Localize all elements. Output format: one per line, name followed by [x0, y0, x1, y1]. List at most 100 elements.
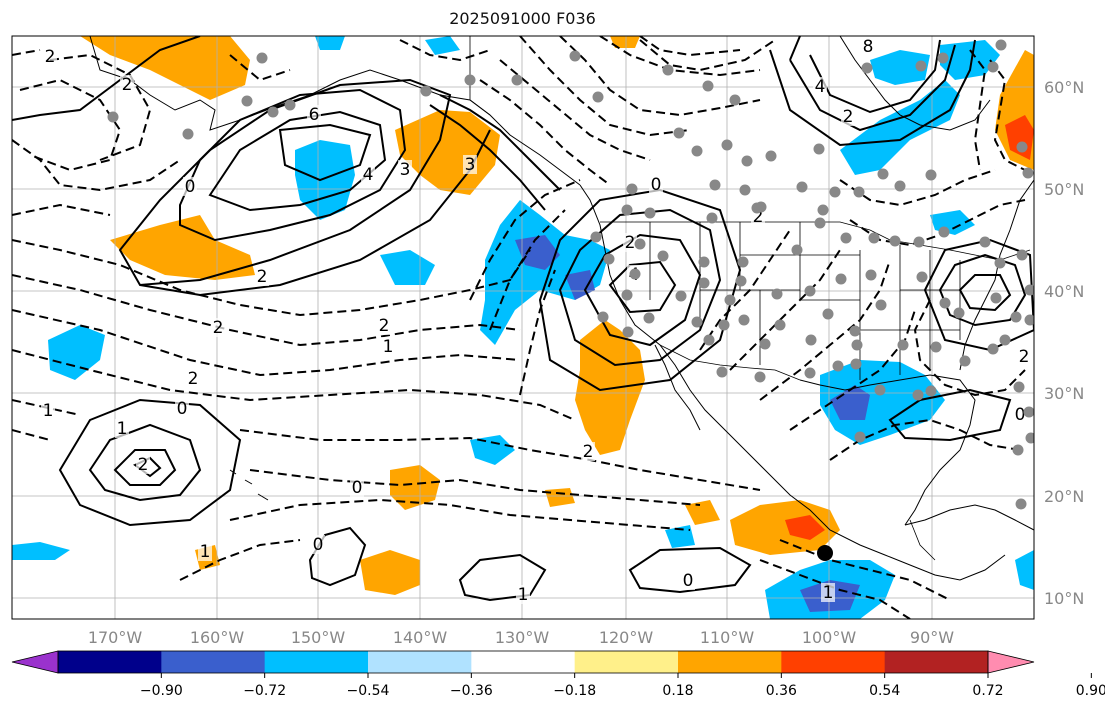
- shaded-anomaly-layer: [12, 36, 1034, 619]
- colorbar-tick-label: 0.54: [869, 683, 900, 699]
- station-marker: [913, 236, 925, 248]
- contour-value-label: 2: [583, 442, 594, 462]
- contour-label-background: [463, 155, 477, 174]
- colorbar-cell: [884, 651, 989, 673]
- contour-dashed: [12, 349, 576, 421]
- station-marker: [675, 290, 687, 302]
- colorbar-cell: [781, 651, 886, 673]
- positive-anomaly-region: [575, 320, 645, 455]
- lat-tick-label: 40°N: [1044, 282, 1084, 301]
- contour-solid: [888, 388, 1012, 442]
- station-marker: [241, 95, 253, 107]
- station-marker: [267, 106, 279, 118]
- positive-anomaly-region: [110, 215, 255, 280]
- contour-dashed: [759, 259, 891, 401]
- contour-dashed: [49, 53, 152, 161]
- negative-anomaly-region: [315, 36, 345, 50]
- colorbar-tick-label: 0.36: [766, 683, 797, 699]
- contour-value-label: 2: [625, 233, 636, 253]
- lon-tick-label: 140°W: [393, 628, 448, 647]
- station-marker: [729, 94, 741, 106]
- contour-label-background: [186, 369, 200, 388]
- negative-anomaly-region: [665, 525, 695, 548]
- contour-dashed: [12, 49, 291, 82]
- station-marker: [959, 355, 971, 367]
- contour-label-background: [649, 175, 663, 194]
- station-marker: [739, 184, 751, 196]
- contour-label-background: [377, 316, 391, 335]
- contour-solid: [538, 188, 742, 392]
- station-marker: [874, 384, 886, 396]
- station-marker: [916, 271, 928, 283]
- station-marker: [805, 334, 817, 346]
- contour-label-background: [1013, 405, 1027, 424]
- station-marker: [724, 294, 736, 306]
- contour-solid: [278, 123, 372, 182]
- contour-label-background: [398, 160, 412, 179]
- contour-solid: [118, 78, 452, 287]
- station-marker: [643, 312, 655, 324]
- positive-anomaly-region: [545, 488, 575, 507]
- station-marker: [754, 371, 766, 383]
- station-marker: [771, 288, 783, 300]
- contour-solid: [769, 39, 976, 147]
- colorbar-extend-min: [11, 650, 59, 674]
- station-marker: [755, 201, 767, 213]
- contour-value-label: 1: [383, 337, 394, 357]
- station-marker: [938, 226, 950, 238]
- contour-labels: 226432022121012201010201243021842: [41, 37, 1034, 605]
- station-marker: [737, 256, 749, 268]
- station-marker: [875, 299, 887, 311]
- contour-dashed: [229, 498, 691, 531]
- negative-anomaly-region: [480, 200, 610, 345]
- station-marker: [107, 111, 119, 123]
- lon-tick-label: 170°W: [88, 628, 143, 647]
- contour-value-label: 0: [177, 399, 188, 419]
- contour-dashed: [12, 309, 521, 377]
- station-marker: [849, 325, 861, 337]
- colorbar-cell: [678, 651, 782, 673]
- contour-label-background: [813, 77, 827, 96]
- station-marker: [511, 74, 523, 86]
- contour-label-background: [120, 75, 134, 94]
- station-marker: [987, 61, 999, 73]
- lon-tick-label: 160°W: [190, 628, 245, 647]
- negative-anomaly-region: [840, 80, 960, 175]
- contour-dashed: [789, 309, 916, 431]
- station-marker: [1023, 406, 1034, 418]
- station-marker: [256, 52, 268, 64]
- contour-solid: [583, 233, 702, 347]
- contour-value-label: 4: [363, 165, 374, 185]
- contour-dashed: [729, 249, 841, 371]
- negative-anomaly-region: [1015, 550, 1034, 590]
- contour-dashed: [179, 539, 301, 581]
- station-marker: [995, 39, 1007, 51]
- contour-label-background: [43, 47, 57, 66]
- contour-label-background: [115, 419, 129, 438]
- contour-dashed: [779, 539, 951, 601]
- contour-label-background: [255, 267, 269, 286]
- station-marker: [835, 273, 847, 285]
- station-marker: [716, 366, 728, 378]
- station-marker: [851, 339, 863, 351]
- station-marker: [937, 52, 949, 64]
- negative-anomaly-region: [425, 36, 460, 55]
- contour-value-label: 0: [1015, 405, 1026, 425]
- contour-value-label: 2: [753, 207, 764, 227]
- lat-tick-label: 50°N: [1044, 180, 1084, 199]
- station-marker: [592, 91, 604, 103]
- contour-solid: [789, 36, 956, 132]
- negative-anomaly-region: [48, 325, 105, 380]
- station-marker: [877, 168, 889, 180]
- positive-anomaly-region: [730, 500, 840, 555]
- station-marker: [939, 297, 951, 309]
- station-marker: [1015, 498, 1027, 510]
- contour-value-label: 1: [200, 542, 211, 562]
- contour-value-label: 3: [465, 155, 476, 175]
- contour-value-label: 2: [122, 75, 133, 95]
- contour-value-label: 0: [352, 478, 363, 498]
- station-marker: [702, 80, 714, 92]
- negative-anomaly-region: [295, 140, 355, 220]
- station-marker: [634, 238, 646, 250]
